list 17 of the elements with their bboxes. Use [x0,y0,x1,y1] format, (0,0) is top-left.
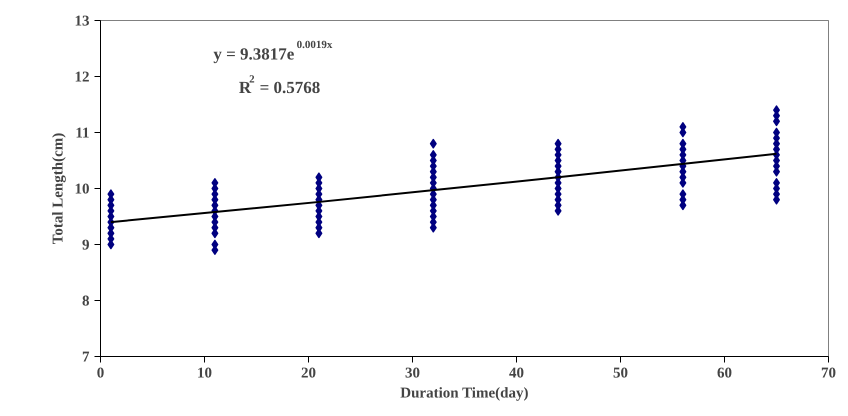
x-tick-label: 10 [197,366,212,382]
x-tick-label: 40 [509,366,524,382]
x-tick-label: 0 [96,366,104,382]
y-tick-label: 9 [82,238,90,254]
x-axis-title: Duration Time(day) [400,386,528,402]
y-tick-label: 12 [74,70,90,86]
y-tick-label: 7 [82,350,90,366]
x-tick-label: 60 [717,366,732,382]
x-tick-label: 50 [613,366,628,382]
y-axis-title: Total Length(cm) [50,132,66,244]
y-tick-label: 11 [75,126,90,142]
y-tick-label: 13 [74,14,90,30]
x-tick-label: 20 [301,366,316,382]
y-tick-label: 10 [74,182,90,198]
x-tick-label: 70 [821,366,836,382]
y-tick-label: 8 [82,294,90,310]
x-tick-label: 30 [405,366,420,382]
